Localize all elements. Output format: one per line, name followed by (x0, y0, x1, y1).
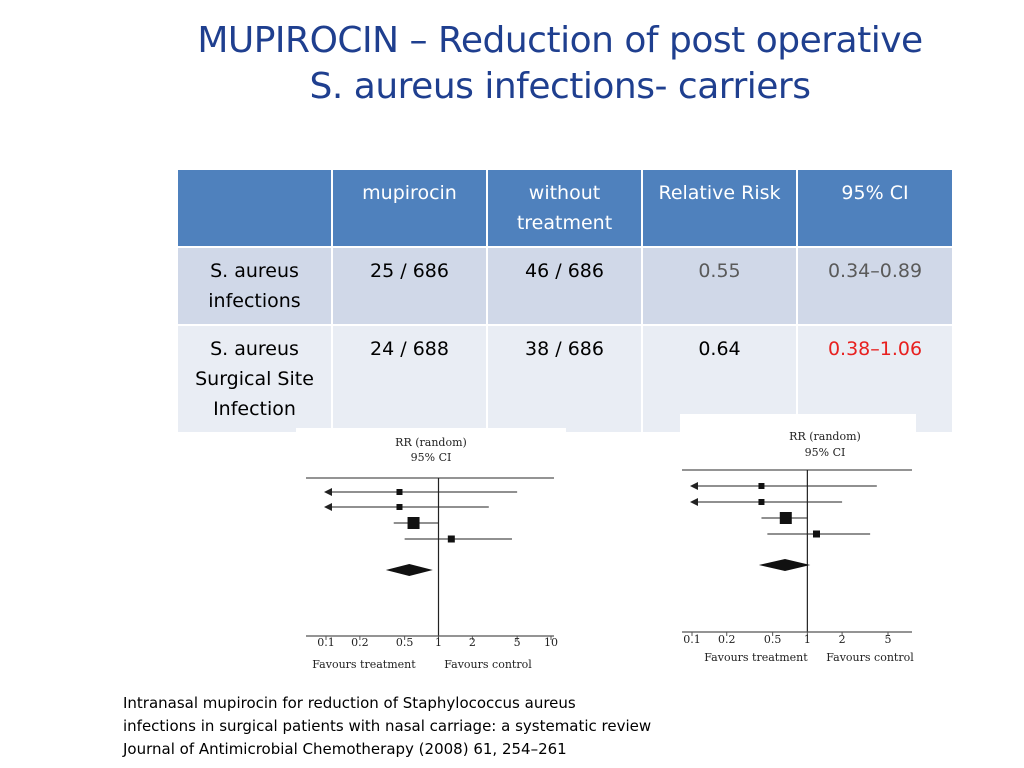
study-point (447, 535, 455, 543)
forest-plot-1-svg: RR (random) 95% CI 0.1 0.2 0.5 1 2 5 10 Favours t… (306, 436, 558, 671)
study-point (779, 512, 792, 524)
x-tick-label: 0.1 (683, 633, 701, 646)
x-tick-label: 0.2 (351, 636, 369, 649)
x-tick-label: 2 (469, 636, 476, 649)
slide-title-line-2: S. aureus infections- carriers (309, 66, 811, 107)
forest-plot-2: RR (random) 95% CI 0.1 0.2 0.5 1 2 5 Favours tre… (680, 414, 916, 670)
table-row: S. aureus Surgical Site Infection 24 / 6… (176, 324, 954, 434)
x-tick-label: 1 (435, 636, 442, 649)
x-tick-label: 0.5 (396, 636, 414, 649)
slide-title: MUPIROCIN – Reduction of post operative … (80, 18, 1024, 110)
study-point (407, 517, 420, 529)
favours-treatment-label: Favours treatment (704, 651, 808, 664)
x-tick-label: 5 (514, 636, 521, 649)
study-point (758, 483, 765, 489)
study-point (812, 530, 820, 538)
x-tick-label: 2 (839, 633, 846, 646)
without-treatment-cell: 38 / 686 (486, 324, 643, 434)
row-label: S. aureus Surgical Site Infection (176, 324, 333, 434)
row-label: S. aureus infections (176, 246, 333, 326)
table-header-row: mupirocin without treatment Relative Ris… (176, 168, 954, 248)
plot-title: 95% CI (805, 446, 846, 459)
study-ci-arrow (690, 498, 698, 506)
table-header-cell: Relative Risk (641, 168, 798, 248)
x-tick-label: 0.1 (317, 636, 335, 649)
x-tick-label: 0.5 (764, 633, 782, 646)
without-treatment-cell: 46 / 686 (486, 246, 643, 326)
table-header-cell: without treatment (486, 168, 643, 248)
study-point (396, 489, 403, 495)
results-table: mupirocin without treatment Relative Ris… (176, 168, 954, 434)
plot-title: 95% CI (411, 451, 452, 464)
table-header-cell (176, 168, 333, 248)
pooled-diamond (385, 564, 433, 576)
pooled-diamond (758, 559, 811, 571)
mupirocin-cell: 25 / 686 (331, 246, 488, 326)
x-tick-label: 0.2 (718, 633, 736, 646)
table-header-cell: mupirocin (331, 168, 488, 248)
favours-control-label: Favours control (444, 658, 532, 671)
table-row: S. aureus infections 25 / 686 46 / 686 0… (176, 246, 954, 326)
x-tick-label: 10 (544, 636, 558, 649)
study-ci-arrow (324, 488, 332, 496)
x-tick-label: 5 (885, 633, 892, 646)
mupirocin-cell: 24 / 688 (331, 324, 488, 434)
table-header-cell: 95% CI (796, 168, 954, 248)
forest-plot-2-svg: RR (random) 95% CI 0.1 0.2 0.5 1 2 5 Favours tre… (682, 430, 914, 664)
reference-line-2: infections in surgical patients with nas… (123, 717, 652, 735)
slide-title-line-1: MUPIROCIN – Reduction of post operative (197, 20, 923, 61)
plot-title: RR (random) (395, 436, 467, 449)
favours-control-label: Favours control (826, 651, 914, 664)
study-ci-arrow (324, 503, 332, 511)
study-point (758, 499, 765, 505)
ci-cell: 0.34–0.89 (796, 246, 954, 326)
relative-risk-cell: 0.55 (641, 246, 798, 326)
reference-line-1: Intranasal mupirocin for reduction of St… (123, 694, 576, 712)
forest-plot-1: RR (random) 95% CI 0.1 0.2 0.5 1 2 5 10 Favours t… (296, 428, 566, 676)
study-point (396, 504, 403, 510)
reference-citation: Intranasal mupirocin for reduction of St… (123, 692, 651, 761)
study-ci-arrow (690, 482, 698, 490)
favours-treatment-label: Favours treatment (312, 658, 416, 671)
plot-title: RR (random) (789, 430, 861, 443)
reference-line-3: Journal of Antimicrobial Chemotherapy (2… (123, 740, 567, 758)
x-tick-label: 1 (804, 633, 811, 646)
